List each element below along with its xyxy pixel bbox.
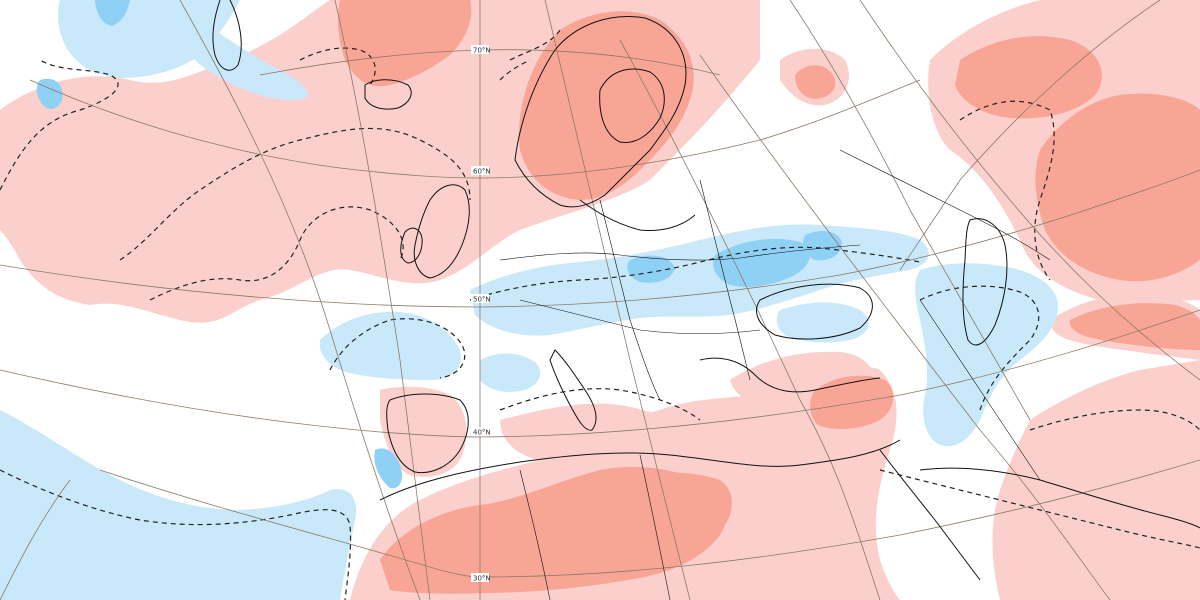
coast-greenland [212,0,242,71]
warm-north-siberia-strong [795,65,836,99]
border-europe-2 [519,299,761,335]
longitude-line-5 [619,39,881,600]
coast-caspian [962,218,1008,346]
latitude-labels: 70°N 60°N 50°N 40°N 30°N [471,45,491,583]
dashed-contour-north-africa [879,469,1200,549]
coastline-layer [212,0,1200,600]
cold-poland-strong [627,255,675,283]
dashed-contour-mid-atlantic [149,206,404,301]
dashed-contour-mediterranean [499,388,701,421]
coast-black-sea [756,283,873,340]
warm-caspian-strong [1069,303,1200,350]
dashed-contour-greenland-sea [299,47,376,86]
border-africa-1 [519,469,551,600]
border-europe-4 [699,179,751,381]
coast-italy [549,349,597,431]
longitude-line-4 [544,0,691,600]
lat-label-70n: 70°N [473,47,491,55]
coast-baltic [579,199,696,231]
cold-nw-atlantic-band [165,0,309,101]
cold-turkey-region [776,302,869,343]
warm-egypt-strong [810,375,894,430]
cold-biscay-region [319,311,461,380]
dashed-contour-east [959,100,1055,281]
warm-southeast-region [992,360,1200,600]
dashed-contour-scandinavia [499,29,561,81]
cold-ukraine-strong [713,238,810,287]
coast-red-sea [879,449,981,581]
border-europe-3 [599,199,661,401]
coast-arabia [919,467,1200,529]
cold-russia-strong [803,230,842,261]
lat-label-30n: 30°N [473,575,491,583]
coast-greece-turkey [699,357,881,393]
warm-scandinavia-strong [519,11,694,200]
coast-scandinavia [514,16,687,208]
warm-russia-strong [1035,93,1200,282]
warm-greenland-sea-strong [337,0,472,87]
warm-libya-strong [620,472,732,530]
border-africa-2 [639,454,671,600]
coast-iberia [386,393,469,474]
dashed-contour-central-europe [469,246,921,301]
dashed-contour-black-sea [919,285,1040,411]
coast-ireland [400,227,423,264]
cold-gibraltar-strong [374,448,402,489]
warm-mediterranean-region [500,403,703,469]
lat-label-40n: 40°N [473,429,491,437]
lat-label-60n: 60°N [473,168,491,176]
anomaly-contour-layer [0,29,1200,600]
border-europe-1 [499,244,861,261]
lat-label-50n: 50°N [473,296,491,304]
longitude-line-9 [899,0,1161,271]
longitude-line-7 [789,0,1031,421]
cold-greenland-strong [95,0,130,26]
longitude-line-10 [0,479,71,600]
cold-atlantic-southwest [0,410,357,600]
dashed-contour-north-atlantic [0,59,119,191]
latitude-line-40n [0,309,1200,438]
latitude-line-50n [0,169,1200,308]
coast-iceland [364,79,412,110]
cold-western-mediterranean-region [480,353,541,392]
cold-anomaly-strong-layer [36,0,842,489]
coast-north-africa [379,439,901,501]
coast-british-isles [413,184,470,279]
warm-ural-strong [955,36,1102,119]
longitude-line-8 [859,0,1200,381]
dashed-contour-atlantic-south [0,469,352,600]
warm-iberia-region [380,386,467,477]
cold-black-sea-caspian-region [915,263,1059,447]
longitude-line-1 [179,0,421,600]
dashed-contour-atlantic-band [119,127,471,261]
coast-finland [599,68,665,144]
warm-anomaly-strong-layer [337,0,1200,594]
latitude-line-30n [99,459,1200,578]
border-russia-1 [839,149,1051,261]
dashed-contour-south-east [1029,409,1200,431]
longitude-line-2 [334,0,431,600]
longitude-line-6 [699,54,1111,600]
border-middle-east [919,299,1041,481]
